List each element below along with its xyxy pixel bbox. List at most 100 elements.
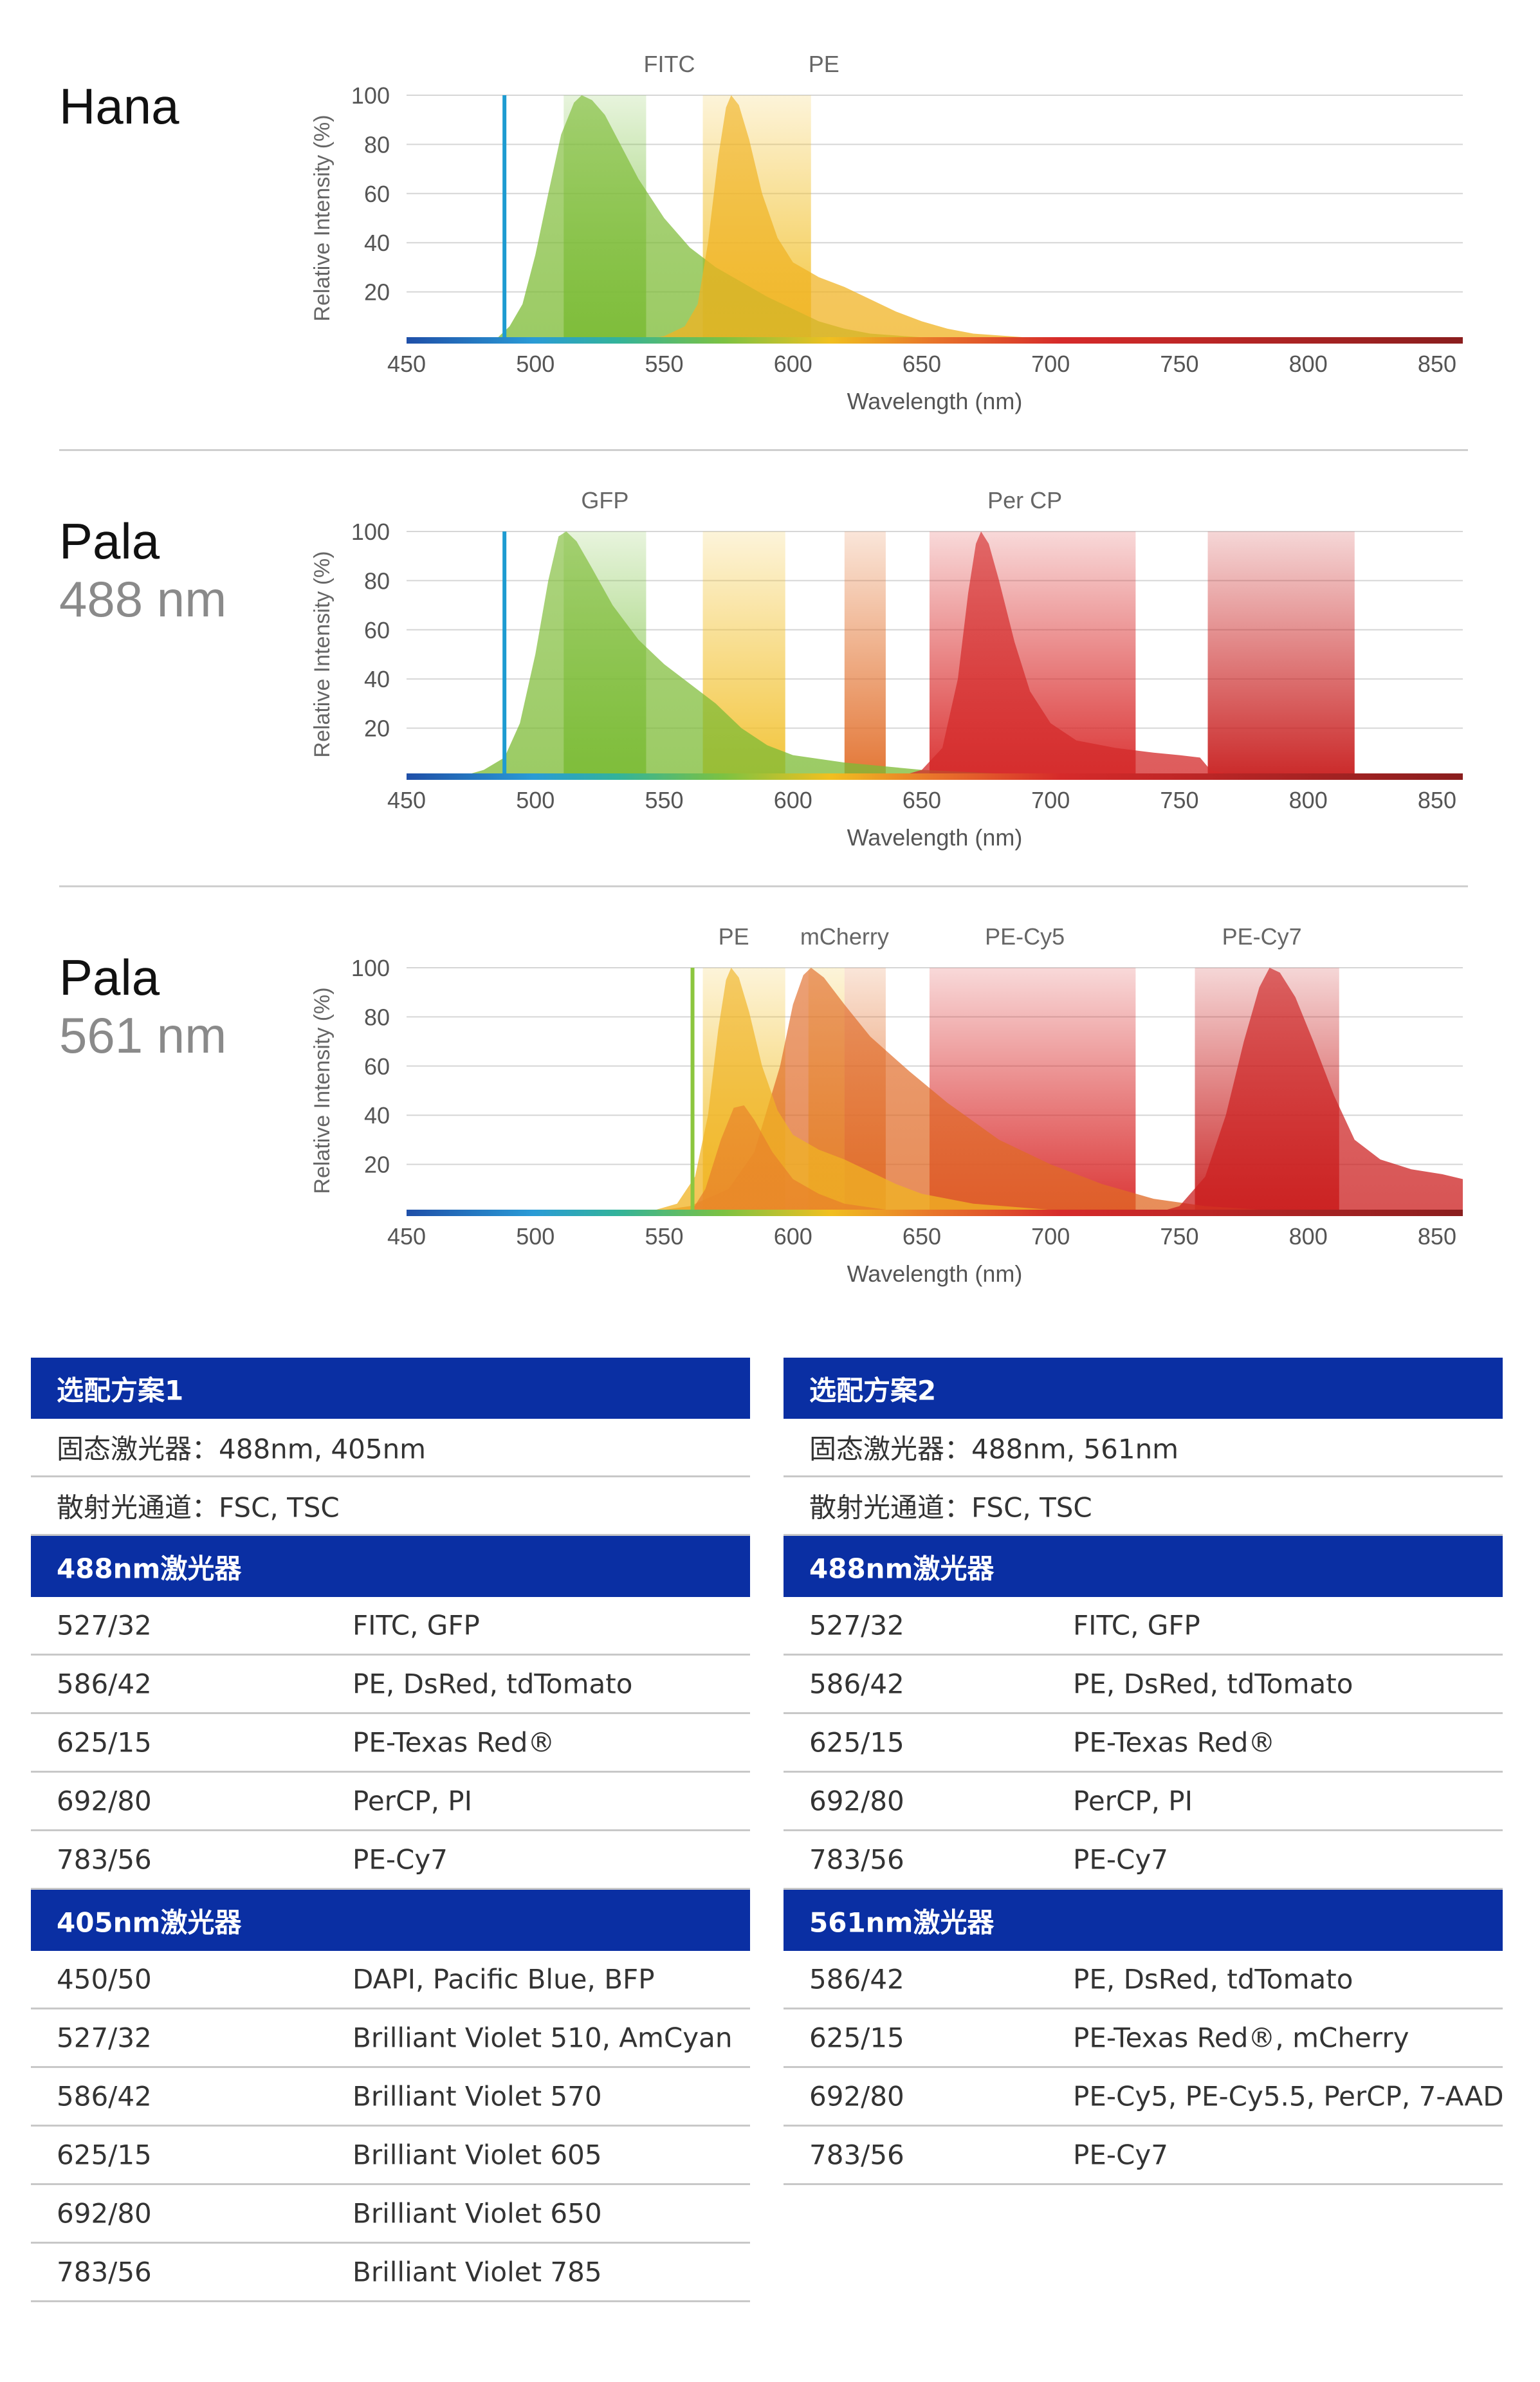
spectrum-chart-hana: 20 40 60 80 100 450 500 550 600 650 700 750 800 850 Wa… <box>310 51 1463 414</box>
table-title: 选配方案1 <box>31 1358 750 1419</box>
chart-title-line1: Pala <box>59 513 160 569</box>
table-row: 783/56 PE-Cy7 <box>31 1831 750 1890</box>
chart-title-line2: 488 nm <box>59 571 227 627</box>
table-row: 783/56 PE-Cy7 <box>784 2127 1503 2185</box>
x-tick-label: 600 <box>774 351 812 377</box>
table-info-row: 散射光通道：FSC, TSC <box>31 1477 750 1536</box>
table-row: 586/42 PE, DsRed, tdTomato <box>31 1656 750 1714</box>
band-label: PE <box>809 51 839 77</box>
x-tick-label: 700 <box>1031 351 1070 377</box>
y-tick-label: 100 <box>351 519 390 545</box>
table-row: 527/32 FITC, GFP <box>31 1597 750 1656</box>
chart-panel-pala-488: Pala 488 nm 20 40 60 80 100 450 500 550 600 650 70… <box>0 436 1540 880</box>
spectrum-chart-pala-561: 20 40 60 80 100 450 500 550 600 650 700 750 800 850 Wa… <box>310 923 1463 1287</box>
emission-curve <box>690 1105 948 1214</box>
laser-group-header: 561nm激光器 <box>784 1890 1503 1951</box>
y-tick-label: 80 <box>364 1004 390 1030</box>
table-row: 692/80 PerCP, PI <box>784 1773 1503 1831</box>
spectrum-baseline <box>407 773 1463 780</box>
emission-curve <box>1153 968 1463 1214</box>
band-label: PE <box>719 923 749 950</box>
x-tick-label: 600 <box>774 1223 812 1250</box>
x-tick-label: 550 <box>645 1223 683 1250</box>
table-row: 692/80 PerCP, PI <box>31 1773 750 1831</box>
spectrum-baseline <box>407 337 1463 344</box>
table-row: 625/15 PE-Texas Red® <box>784 1714 1503 1773</box>
spectrum-chart-pala-488: 20 40 60 80 100 450 500 550 600 650 700 750 800 850 Wa… <box>310 487 1463 851</box>
table-row: 625/15 PE-Texas Red® <box>31 1714 750 1773</box>
y-tick-label: 60 <box>364 1053 390 1080</box>
band-label: PE-Cy5 <box>985 923 1065 950</box>
y-axis-title: Relative Intensity (%) <box>310 115 335 321</box>
y-tick-label: 20 <box>364 716 390 742</box>
x-tick-label: 800 <box>1289 351 1328 377</box>
chart-panel-hana: Hana 20 40 60 80 100 450 500 550 600 650 700 750 800… <box>0 0 1540 444</box>
x-axis-title: Wavelength (nm) <box>847 388 1023 414</box>
x-tick-label: 700 <box>1031 787 1070 813</box>
y-tick-label: 40 <box>364 230 390 256</box>
chart-divider <box>59 885 1468 887</box>
config-table-2: 选配方案2 固态激光器：488nm, 561nm 散射光通道：FSC, TSC … <box>784 1358 1504 2185</box>
table-row: 692/80 PE-Cy5, PE-Cy5.5, PerCP, 7-AAD <box>784 2068 1504 2127</box>
y-tick-label: 40 <box>364 666 390 692</box>
y-tick-label: 40 <box>364 1102 390 1129</box>
table-row: 527/32 Brilliant Violet 510, AmCyan <box>31 2009 750 2068</box>
x-tick-label: 650 <box>903 787 941 813</box>
emission-curve <box>458 531 1154 777</box>
table-row: 586/42 PE, DsRed, tdTomato <box>784 1656 1503 1714</box>
y-tick-label: 80 <box>364 131 390 158</box>
emission-curve <box>638 95 1205 341</box>
band-label: Per CP <box>987 487 1062 513</box>
table-info-row: 固态激光器：488nm, 561nm <box>784 1419 1503 1477</box>
table-row: 625/15 PE-Texas Red®, mCherry <box>784 2009 1503 2068</box>
x-tick-label: 750 <box>1160 351 1198 377</box>
table-info-row: 固态激光器：488nm, 405nm <box>31 1419 750 1477</box>
x-tick-label: 450 <box>387 1223 426 1250</box>
laser-group-header: 405nm激光器 <box>31 1890 750 1951</box>
laser-line <box>502 95 507 341</box>
table-row: 527/32 FITC, GFP <box>784 1597 1503 1656</box>
x-tick-label: 800 <box>1289 787 1328 813</box>
x-tick-label: 700 <box>1031 1223 1070 1250</box>
y-tick-label: 80 <box>364 568 390 594</box>
chart-divider <box>59 449 1468 451</box>
x-tick-label: 650 <box>903 1223 941 1250</box>
chart-title-line1: Pala <box>59 949 160 1006</box>
y-tick-label: 20 <box>364 279 390 306</box>
band-label: FITC <box>644 51 695 77</box>
y-tick-label: 20 <box>364 1152 390 1178</box>
laser-line <box>502 531 507 777</box>
x-tick-label: 750 <box>1160 787 1198 813</box>
x-tick-label: 550 <box>645 787 683 813</box>
emission-curve <box>895 531 1308 777</box>
table-row: 692/80 Brilliant Violet 650 <box>31 2185 750 2244</box>
x-tick-label: 750 <box>1160 1223 1198 1250</box>
table-row: 783/56 PE-Cy7 <box>784 1831 1503 1890</box>
x-tick-label: 850 <box>1418 1223 1456 1250</box>
chart-title-line1: Hana <box>59 78 179 134</box>
table-info-row: 散射光通道：FSC, TSC <box>784 1477 1503 1536</box>
chart-title-line2: 561 nm <box>59 1007 227 1064</box>
y-tick-label: 60 <box>364 181 390 207</box>
x-axis-title: Wavelength (nm) <box>847 1260 1023 1287</box>
x-tick-label: 450 <box>387 787 426 813</box>
x-tick-label: 850 <box>1418 351 1456 377</box>
x-tick-label: 500 <box>516 787 555 813</box>
table-row: 586/42 PE, DsRed, tdTomato <box>784 1951 1503 2009</box>
x-tick-label: 500 <box>516 351 555 377</box>
x-tick-label: 450 <box>387 351 426 377</box>
table-row: 625/15 Brilliant Violet 605 <box>31 2127 750 2185</box>
x-tick-label: 650 <box>903 351 941 377</box>
table-row: 783/56 Brilliant Violet 785 <box>31 2244 750 2302</box>
y-axis-title: Relative Intensity (%) <box>310 551 335 757</box>
laser-group-header: 488nm激光器 <box>31 1536 750 1597</box>
band-label: GFP <box>581 487 628 513</box>
x-axis-title: Wavelength (nm) <box>847 824 1023 851</box>
filter-band <box>844 531 886 777</box>
y-tick-label: 60 <box>364 617 390 643</box>
chart-panel-pala-561: Pala 561 nm 20 40 60 80 100 450 500 550 600 650 70… <box>0 872 1540 1316</box>
x-tick-label: 850 <box>1418 787 1456 813</box>
y-axis-title: Relative Intensity (%) <box>310 987 335 1194</box>
band-label: PE-Cy7 <box>1222 923 1302 950</box>
laser-group-header: 488nm激光器 <box>784 1536 1503 1597</box>
